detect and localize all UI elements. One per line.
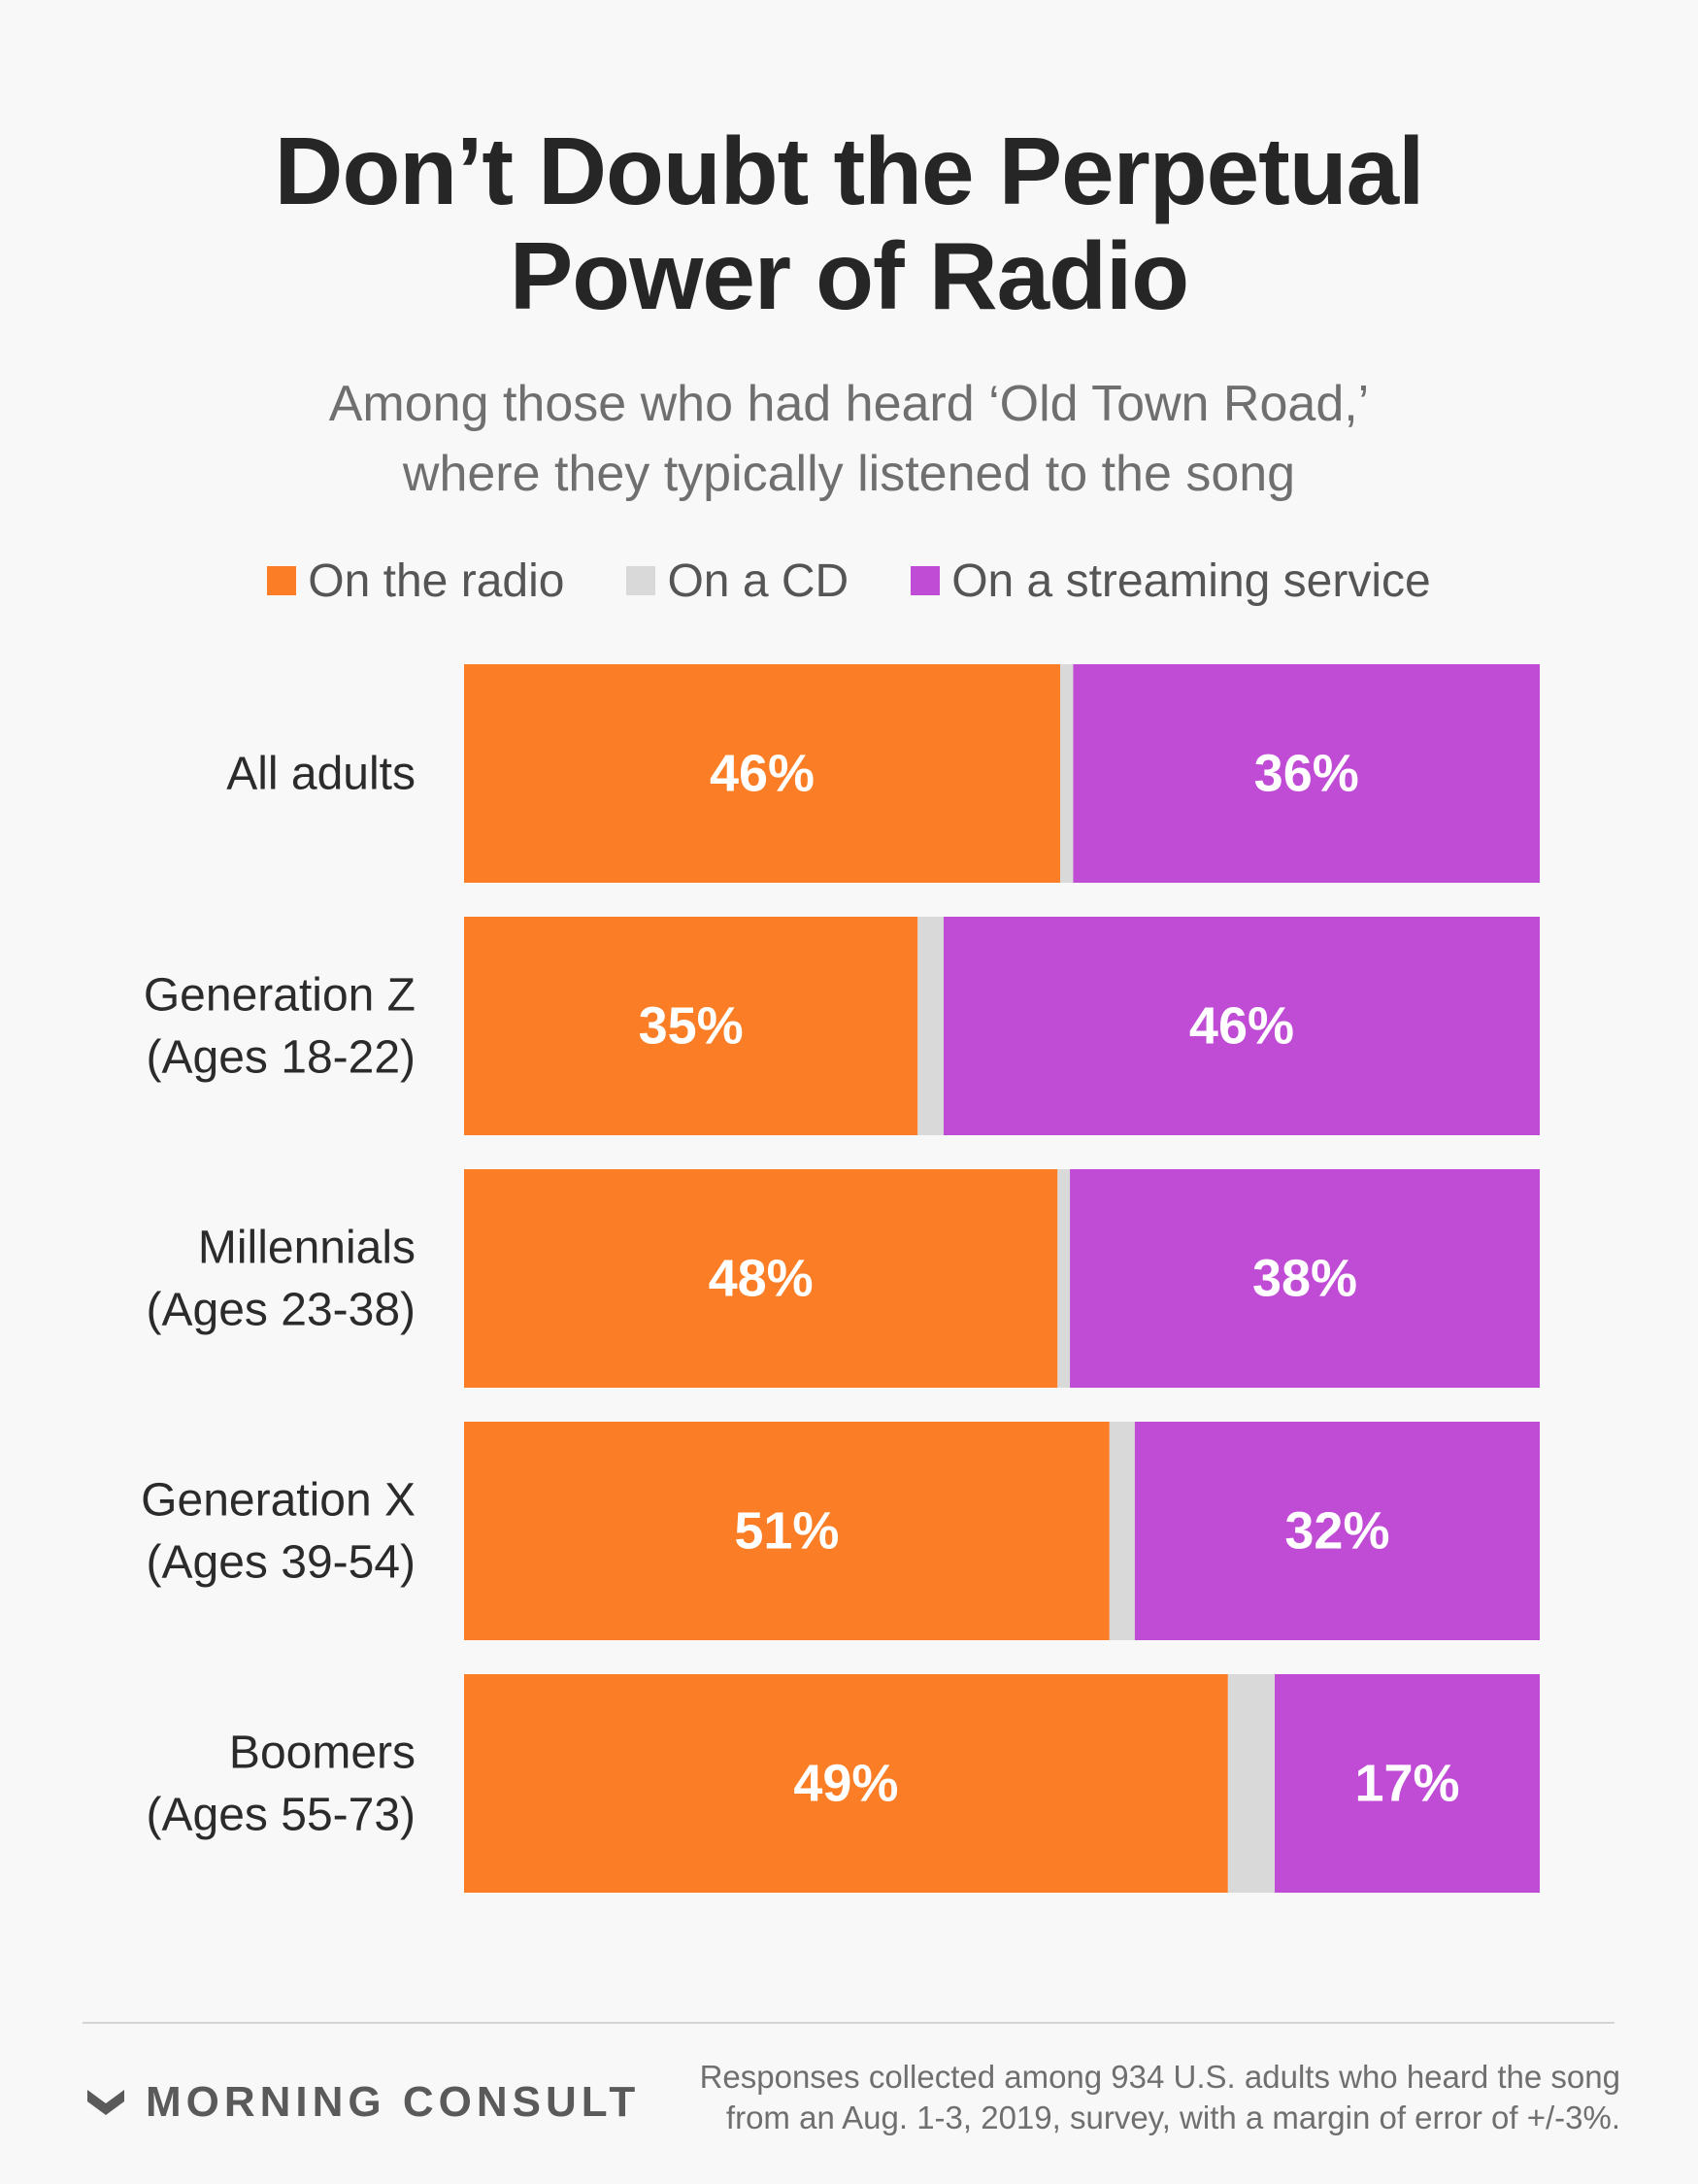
data-label-on-a-streaming-service-all-adults: 36% (1254, 745, 1359, 803)
chart-title: Don’t Doubt the Perpetual Power of Radio (0, 118, 1698, 328)
legend-item-cd: On a CD (626, 554, 849, 608)
data-label-on-a-streaming-service-generation-z: 46% (1189, 997, 1294, 1056)
chart-subtitle-line-1: Among those who had heard ‘Old Town Road… (328, 376, 1370, 432)
legend-swatch-cd (626, 566, 656, 595)
bar-on-the-radio-boomers (464, 1674, 1228, 1893)
data-label-on-the-radio-all-adults: 46% (710, 745, 815, 803)
chart-subtitle: Among those who had heard ‘Old Town Road… (0, 369, 1698, 509)
data-label-on-a-streaming-service-millennials: 38% (1252, 1250, 1357, 1308)
category-label-millennials: Millennials (Ages 23-38) (147, 1223, 416, 1336)
data-label-on-a-streaming-service-generation-x: 32% (1284, 1502, 1389, 1561)
bar-on-a-streaming-service-all-adults (1073, 664, 1540, 883)
legend-label-radio: On the radio (308, 554, 565, 607)
chevron-logo-icon (87, 2090, 124, 2115)
category-label-generation-z: Generation Z (Ages 18-22) (144, 970, 416, 1084)
data-label-on-the-radio-generation-x: 51% (734, 1502, 839, 1561)
chart-subtitle-line-2: where they typically listened to the son… (402, 446, 1296, 502)
methodology-note-line-2: from an Aug. 1-3, 2019, survey, with a m… (725, 2100, 1620, 2135)
bar-on-a-cd-all-adults (1060, 664, 1074, 883)
legend-item-streaming: On a streaming service (911, 554, 1431, 608)
chart-title-line-2: Power of Radio (509, 222, 1189, 329)
data-label-on-the-radio-millennials: 48% (709, 1250, 814, 1308)
bar-on-the-radio-millennials (464, 1169, 1058, 1388)
bar-on-a-cd-generation-x (1109, 1422, 1135, 1640)
data-label-on-the-radio-generation-z: 35% (639, 997, 744, 1056)
methodology-note: Responses collected among 934 U.S. adult… (649, 2057, 1620, 2138)
legend-swatch-radio (267, 566, 297, 595)
bar-on-a-streaming-service-generation-z (943, 917, 1540, 1135)
bar-on-a-cd-boomers (1227, 1674, 1276, 1893)
data-label-on-the-radio-boomers: 49% (793, 1755, 898, 1813)
bar-on-the-radio-all-adults (464, 664, 1061, 883)
category-label-all-adults: All adults (226, 749, 416, 800)
brand-name: MORNING CONSULT (146, 2078, 641, 2126)
category-label-generation-x: Generation X (Ages 39-54) (141, 1475, 416, 1589)
methodology-note-line-1: Responses collected among 934 U.S. adult… (699, 2059, 1620, 2095)
legend-label-streaming: On a streaming service (951, 554, 1431, 607)
legend-label-cd: On a CD (667, 554, 849, 607)
category-label-boomers: Boomers (Ages 55-73) (147, 1728, 416, 1841)
bar-on-the-radio-generation-x (464, 1422, 1110, 1640)
chart-legend: On the radio On a CD On a streaming serv… (0, 552, 1698, 610)
footer-divider (83, 2022, 1615, 2024)
bar-on-the-radio-generation-z (464, 917, 918, 1135)
stacked-bar-chart: All adults 46% 36% Generation Z (Ages 18-22)… (141, 664, 1540, 1893)
chart-title-line-1: Don’t Doubt the Perpetual (274, 118, 1425, 224)
legend-swatch-streaming (911, 566, 941, 595)
bar-on-a-cd-generation-z (917, 917, 944, 1135)
legend-item-radio: On the radio (267, 554, 564, 608)
bar-on-a-streaming-service-millennials (1070, 1169, 1540, 1388)
bar-on-a-streaming-service-generation-x (1134, 1422, 1540, 1640)
brand-logo: MORNING CONSULT (85, 2078, 640, 2127)
data-label-on-a-streaming-service-boomers: 17% (1354, 1755, 1459, 1813)
bar-on-a-streaming-service-boomers (1275, 1674, 1540, 1893)
bar-on-a-cd-millennials (1057, 1169, 1071, 1388)
